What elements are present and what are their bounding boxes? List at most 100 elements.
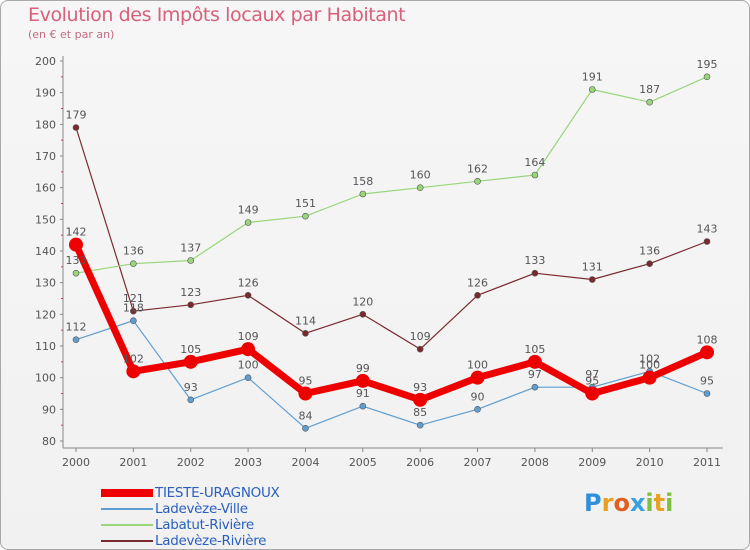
data-label: 95 (700, 375, 714, 388)
series-line (72, 243, 709, 404)
data-label: 120 (352, 295, 373, 308)
y-tick-label: 180 (35, 118, 56, 131)
data-point (130, 317, 137, 324)
series-line (75, 320, 708, 429)
data-point (130, 307, 137, 315)
data-label: 105 (524, 343, 545, 356)
data-point (359, 402, 367, 410)
data-label: 93 (413, 381, 427, 394)
data-point (588, 276, 596, 283)
data-point (416, 184, 424, 191)
logo-letter: i (665, 489, 674, 517)
y-tick-label: 120 (35, 308, 56, 321)
data-label: 126 (238, 276, 259, 289)
legend-swatch (101, 508, 153, 510)
x-tick-label: 2011 (693, 456, 721, 469)
series-line (75, 127, 708, 350)
y-tick-label: 170 (35, 150, 56, 163)
data-label: 131 (582, 261, 603, 274)
data-label: 162 (467, 162, 488, 175)
data-label: 100 (467, 359, 488, 372)
data-label: 95 (585, 375, 599, 388)
data-point (646, 260, 653, 267)
data-label: 109 (410, 330, 431, 343)
data-label: 137 (180, 242, 201, 255)
data-point (244, 219, 252, 226)
data-label: 143 (697, 223, 718, 236)
data-point (359, 190, 367, 198)
logo-letter: r (601, 489, 614, 517)
x-tick-label: 2001 (119, 456, 147, 469)
series-line (75, 76, 708, 274)
x-tick-label: 2000 (62, 456, 90, 469)
data-label: 158 (352, 175, 373, 188)
data-point (359, 311, 367, 318)
legend-swatch (101, 540, 153, 542)
legend-label: Ladevèze-Rivière (155, 533, 267, 549)
legend-label: TIESTE-URAGNOUX (155, 485, 280, 501)
x-tick-label: 2002 (177, 456, 205, 469)
data-label: 136 (639, 245, 660, 258)
data-point (531, 171, 539, 179)
logo-letter: x (629, 489, 646, 517)
y-tick-label: 80 (42, 435, 56, 448)
y-tick-label: 130 (35, 277, 56, 290)
legend-swatch (101, 489, 153, 497)
legend-label: Labatut-Rivière (155, 517, 254, 533)
data-label: 99 (356, 362, 370, 375)
data-label: 100 (238, 359, 259, 372)
data-point (183, 354, 198, 369)
data-label: 93 (184, 381, 198, 394)
data-label: 160 (410, 169, 431, 182)
data-point (187, 396, 195, 404)
data-point (187, 301, 195, 309)
chart-title: Evolution des Impôts locaux par Habitant (28, 4, 406, 26)
data-label: 164 (524, 156, 545, 169)
data-point (302, 212, 309, 220)
data-label: 97 (585, 368, 599, 381)
data-label: 118 (123, 302, 144, 315)
data-point (474, 406, 481, 413)
x-tick-label: 2003 (234, 456, 262, 469)
data-point (126, 364, 141, 379)
data-label: 136 (123, 245, 144, 258)
data-label: 149 (238, 204, 259, 217)
logo-letter: o (613, 489, 630, 517)
y-tick-label: 90 (42, 403, 56, 416)
legend-swatch (101, 524, 153, 526)
data-label: 100 (639, 359, 660, 372)
y-tick-label: 150 (35, 213, 56, 226)
data-point (416, 421, 424, 429)
x-tick-label: 2009 (578, 456, 606, 469)
data-point (646, 98, 653, 106)
y-tick-label: 160 (35, 182, 56, 195)
data-label: 95 (298, 375, 312, 388)
legend-label: Ladevèze-Ville (155, 501, 248, 517)
data-label: 102 (123, 352, 144, 365)
data-point (585, 386, 600, 401)
data-point (302, 330, 309, 337)
x-tick-label: 2008 (521, 456, 549, 469)
x-tick-label: 2004 (291, 456, 319, 469)
y-tick-label: 100 (35, 372, 56, 385)
x-tick-label: 2007 (464, 456, 492, 469)
data-point (244, 292, 252, 299)
data-point (416, 345, 424, 353)
data-label: 123 (180, 286, 201, 299)
data-label: 121 (123, 292, 144, 305)
data-point (187, 257, 195, 264)
data-point (69, 237, 83, 252)
data-point (531, 383, 539, 391)
data-label: 91 (356, 387, 370, 400)
x-tick-label: 2010 (636, 456, 664, 469)
data-label: 102 (639, 352, 660, 365)
data-label: 179 (66, 109, 87, 122)
y-tick-label: 110 (35, 340, 56, 353)
logo-letter: i (645, 489, 654, 517)
logo-letter: t (653, 489, 666, 517)
data-label: 126 (467, 276, 488, 289)
data-label: 191 (582, 71, 603, 84)
data-label: 108 (697, 333, 718, 346)
data-label: 133 (524, 254, 545, 267)
data-point (531, 269, 539, 277)
